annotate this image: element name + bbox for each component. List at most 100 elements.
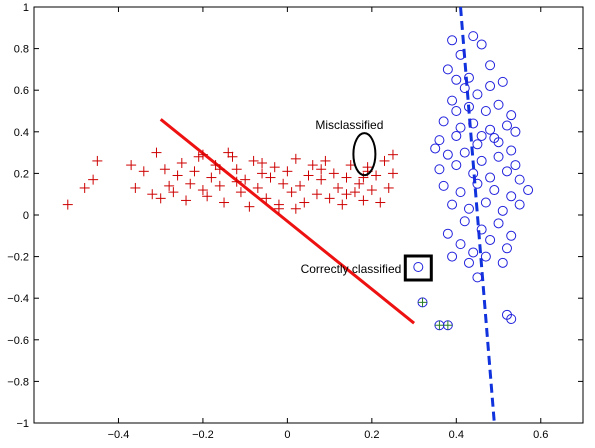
circle-marker [493, 137, 504, 148]
plus-marker [320, 155, 331, 166]
plus-marker [240, 174, 251, 185]
plus-marker [79, 182, 90, 193]
circle-marker [472, 89, 483, 100]
plus-marker [273, 203, 284, 214]
circle-marker [451, 106, 462, 116]
circle-marker [463, 203, 474, 214]
circle-marker [480, 197, 491, 208]
plus-marker [295, 180, 306, 191]
circle-marker [476, 155, 487, 166]
circle-marker [506, 191, 517, 202]
circle-marker [485, 234, 496, 245]
circle-marker [468, 168, 479, 179]
y-tick-label: 1 [23, 2, 29, 14]
circle-marker [451, 74, 462, 85]
x-tick-label: −0.2 [192, 429, 214, 441]
circle-marker [501, 120, 512, 131]
plus-marker [231, 176, 242, 187]
plus-marker [366, 185, 377, 196]
circle-marker [493, 218, 504, 229]
circle-marker [468, 31, 479, 42]
circle-marker [463, 72, 474, 83]
plus-marker [168, 187, 179, 198]
circle-marker [506, 230, 517, 241]
plus-marker [316, 164, 327, 175]
circle-marker [472, 139, 483, 150]
circle-marker [434, 135, 445, 146]
plus-marker [92, 155, 103, 166]
axis-ticks: −0.4 −0.2 0 0.2 0.4 0.6 −1 −0.8 −0.6 −0.4 −0.2 0 0.2… [7, 2, 583, 441]
plus-marker [387, 149, 398, 160]
circle-marker [455, 187, 466, 198]
circle-marker [455, 49, 466, 60]
plus-marker [130, 182, 141, 193]
plus-marker [257, 158, 268, 168]
misclassified-label: Misclassified [315, 118, 383, 132]
circle-plus-marker [434, 320, 445, 331]
circle-marker [497, 205, 508, 216]
plus-marker [358, 195, 369, 206]
plus-marker [290, 153, 301, 164]
plus-marker [383, 182, 394, 193]
misclassified-ellipse [352, 132, 377, 177]
plus-marker [316, 174, 327, 185]
plus-marker [375, 197, 386, 208]
circle-marker [476, 130, 487, 141]
x-tick-label: 0.2 [364, 429, 379, 441]
plus-marker [252, 182, 263, 193]
circle-marker [455, 239, 466, 250]
circle-plus-marker [442, 320, 453, 331]
y-tick-label: −0.6 [7, 335, 29, 347]
y-tick-label: 0 [23, 210, 29, 222]
plus-marker [371, 170, 382, 181]
circle-marker [493, 99, 504, 110]
x-tick-label: 0.4 [449, 429, 464, 441]
plus-marker [181, 195, 192, 206]
y-tick-label: −0.4 [7, 293, 29, 305]
plus-marker [223, 147, 234, 158]
circle-marker [430, 143, 441, 154]
plus-marker [362, 162, 373, 173]
plus-marker [303, 170, 314, 181]
circle-marker [447, 35, 458, 46]
circle-marker [442, 149, 453, 160]
plus-marker [257, 168, 268, 179]
circle-marker [514, 174, 525, 185]
plus-marker [202, 191, 213, 202]
plus-marker [282, 166, 293, 177]
plus-marker [248, 155, 259, 166]
plus-marker [206, 172, 217, 183]
plot-area [33, 6, 584, 424]
circle-marker [472, 272, 483, 283]
circle-marker [501, 166, 512, 177]
y-tick-label: 0.6 [14, 85, 29, 97]
circle-marker [463, 101, 474, 112]
plus-marker [337, 199, 348, 210]
y-tick-label: −0.2 [7, 252, 29, 264]
circle-marker [497, 257, 508, 268]
plus-marker [155, 193, 166, 204]
plus-marker [235, 187, 246, 198]
plus-marker [341, 172, 352, 183]
plus-marker [227, 151, 238, 162]
plus-marker [299, 197, 310, 208]
circle-marker [442, 228, 453, 239]
correctly-classified-box [403, 254, 433, 282]
plus-marker [387, 168, 398, 179]
circle-marker [480, 251, 491, 262]
circle-marker [506, 110, 517, 121]
circle-marker [506, 314, 517, 324]
y-tick-label: 0.4 [14, 127, 29, 139]
plus-marker [324, 193, 335, 204]
plus-marker [269, 162, 280, 173]
plus-marker [261, 193, 272, 204]
circle-marker [506, 145, 517, 156]
circle-marker [472, 178, 483, 189]
circle-marker [438, 116, 449, 127]
circle-marker [493, 151, 504, 162]
plus-marker [193, 151, 204, 162]
y-tick-label: 0.8 [14, 44, 29, 56]
circle-marker [485, 172, 496, 183]
plus-marker [159, 164, 170, 175]
